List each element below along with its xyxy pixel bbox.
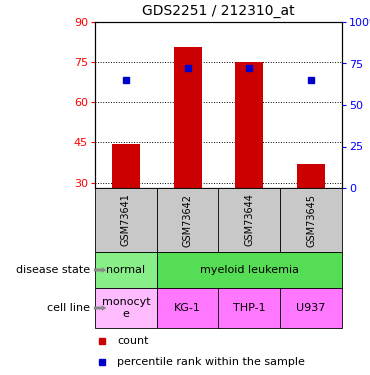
Text: percentile rank within the sample: percentile rank within the sample — [117, 357, 305, 367]
Text: GSM73645: GSM73645 — [306, 194, 316, 246]
Bar — [280, 288, 342, 328]
Title: GDS2251 / 212310_at: GDS2251 / 212310_at — [142, 4, 295, 18]
Text: count: count — [117, 336, 149, 346]
Text: GSM73641: GSM73641 — [121, 194, 131, 246]
Bar — [280, 188, 342, 252]
Bar — [157, 288, 219, 328]
Bar — [95, 188, 157, 252]
Text: U937: U937 — [296, 303, 326, 313]
Bar — [157, 252, 342, 288]
Text: monocyt
e: monocyt e — [101, 297, 150, 319]
Text: GSM73644: GSM73644 — [244, 194, 255, 246]
Text: myeloid leukemia: myeloid leukemia — [200, 265, 299, 275]
Text: THP-1: THP-1 — [233, 303, 266, 313]
Text: GSM73642: GSM73642 — [183, 194, 193, 246]
Bar — [95, 288, 157, 328]
Text: disease state: disease state — [16, 265, 90, 275]
Bar — [297, 164, 325, 188]
Bar — [174, 47, 202, 188]
Bar — [219, 288, 280, 328]
Bar — [112, 144, 140, 188]
Text: KG-1: KG-1 — [174, 303, 201, 313]
Bar — [235, 62, 263, 188]
Bar — [219, 188, 280, 252]
Bar — [95, 252, 157, 288]
Text: cell line: cell line — [47, 303, 90, 313]
Text: normal: normal — [106, 265, 145, 275]
Bar — [157, 188, 219, 252]
